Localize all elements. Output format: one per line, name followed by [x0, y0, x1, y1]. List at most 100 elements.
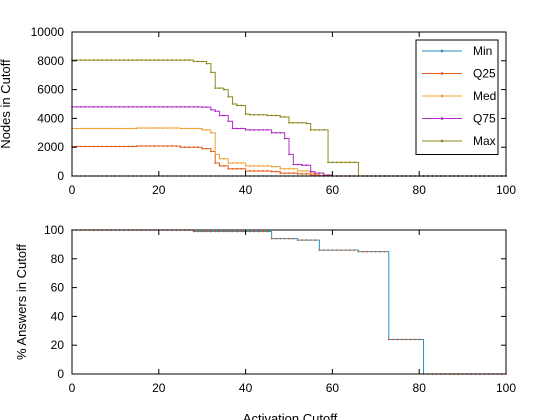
top-data-point — [236, 162, 238, 164]
top-data-point — [118, 105, 121, 108]
top-data-point — [79, 59, 82, 61]
top-data-point — [179, 105, 182, 108]
bottom-chart-series — [71, 229, 507, 375]
top-data-point — [201, 147, 204, 150]
bottom-data-point — [262, 230, 264, 233]
top-data-point — [166, 127, 169, 129]
top-data-point — [188, 105, 191, 108]
bottom-data-point — [370, 250, 373, 253]
top-data-point — [244, 113, 247, 115]
top-data-point — [218, 165, 221, 167]
top-data-point — [227, 120, 230, 123]
top-data-point — [153, 127, 156, 129]
top-data-point — [88, 59, 91, 61]
bottom-y-tick-label: 20 — [51, 338, 65, 352]
top-data-point — [179, 59, 182, 61]
top-data-point — [231, 127, 234, 130]
bottom-data-point — [253, 230, 256, 233]
top-data-point — [201, 60, 204, 63]
top-x-tick-label: 40 — [239, 183, 253, 197]
top-data-point — [123, 59, 125, 61]
top-data-point — [236, 167, 238, 170]
bottom-y-tick-label: 60 — [51, 281, 65, 295]
top-data-point — [97, 127, 99, 130]
bottom-data-point — [348, 249, 351, 252]
top-data-point — [301, 172, 303, 175]
top-data-point — [183, 59, 186, 61]
top-data-point — [140, 145, 143, 147]
top-data-point — [166, 105, 169, 108]
top-data-point — [153, 59, 156, 61]
top-data-point — [209, 71, 212, 74]
top-data-point — [140, 127, 143, 129]
top-data-point — [209, 150, 212, 153]
top-data-point — [314, 173, 316, 176]
top-data-point — [270, 165, 273, 168]
top-data-point — [244, 165, 247, 167]
bottom-data-point — [283, 237, 286, 240]
top-data-point — [157, 127, 160, 129]
top-data-point — [92, 59, 95, 61]
legend-marker — [440, 49, 444, 53]
top-data-point — [318, 172, 321, 175]
top-data-point — [105, 145, 108, 148]
top-chart-frame — [71, 31, 507, 177]
top-data-point — [162, 145, 165, 147]
top-data-point — [218, 157, 221, 160]
bottom-data-point — [409, 338, 412, 341]
top-data-point — [136, 127, 139, 129]
top-data-point — [157, 145, 160, 147]
bottom-data-point — [296, 239, 299, 241]
top-data-point — [140, 59, 143, 61]
top-data-point — [249, 129, 251, 131]
top-data-point — [92, 127, 95, 130]
top-data-point — [75, 105, 78, 108]
top-data-point — [175, 127, 178, 129]
top-data-point — [196, 105, 199, 108]
top-data-point — [110, 145, 112, 148]
top-data-point — [270, 114, 273, 117]
top-data-point — [292, 172, 295, 175]
bottom-data-point — [405, 338, 408, 341]
top-data-point — [105, 59, 108, 61]
bottom-chart: 0 20 40 60 80 100 0 20 40 60 80 100 % Answers in Cu… — [14, 223, 516, 420]
top-data-point — [131, 105, 134, 108]
bottom-data-point — [418, 338, 421, 341]
top-data-point — [209, 108, 212, 111]
top-data-point — [262, 129, 264, 131]
bottom-data-point — [301, 239, 303, 241]
top-data-point — [331, 161, 334, 164]
top-data-point — [97, 145, 99, 148]
top-data-point — [175, 145, 178, 147]
top-y-tick-label: 2000 — [37, 140, 64, 154]
bottom-data-point — [270, 237, 273, 240]
top-data-point — [205, 62, 208, 65]
top-data-point — [288, 167, 290, 170]
top-data-point — [296, 172, 299, 175]
top-data-point — [223, 165, 225, 167]
top-data-point — [123, 105, 125, 108]
top-data-point — [296, 121, 299, 124]
bottom-data-point — [413, 338, 416, 341]
top-data-point — [136, 145, 139, 147]
top-data-point — [175, 105, 178, 108]
top-data-point — [236, 127, 238, 130]
top-data-point — [227, 95, 230, 98]
bottom-data-point — [357, 250, 360, 253]
top-data-point — [253, 170, 256, 172]
legend-marker — [440, 117, 444, 120]
bottom-data-point — [322, 249, 325, 252]
top-data-point — [340, 161, 342, 164]
bottom-data-point — [266, 230, 269, 233]
top-data-point — [153, 145, 156, 147]
bottom-data-point — [249, 230, 251, 233]
top-data-point — [179, 127, 182, 130]
top-data-point — [214, 110, 217, 113]
top-data-point — [188, 146, 191, 149]
bottom-x-tick-label: 0 — [69, 381, 76, 395]
top-data-point — [240, 162, 243, 164]
bottom-data-point — [327, 249, 329, 252]
top-data-point — [162, 127, 165, 129]
bottom-data-point — [366, 250, 369, 253]
bottom-data-point — [331, 249, 334, 252]
